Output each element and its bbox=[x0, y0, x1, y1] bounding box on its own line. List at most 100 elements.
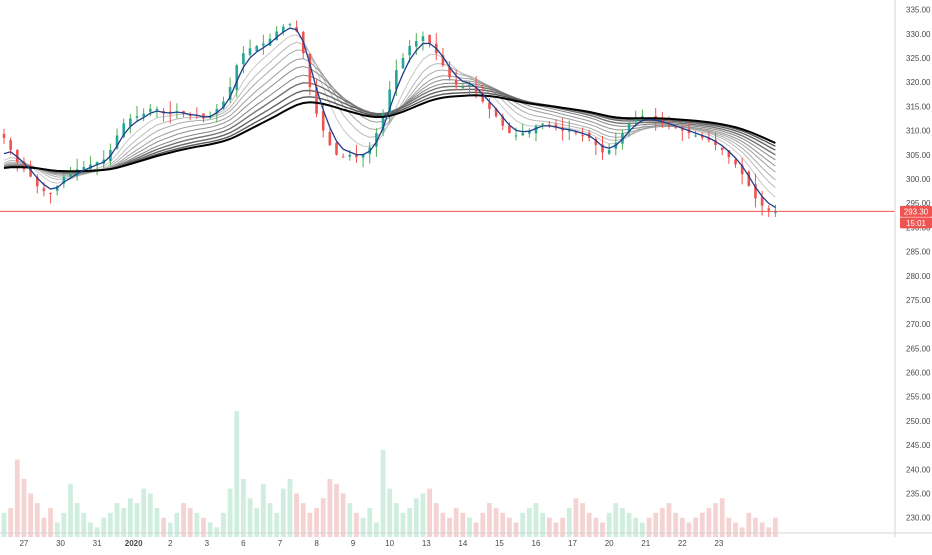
volume-bar bbox=[413, 498, 419, 537]
candle-body bbox=[774, 211, 777, 213]
volume-bar bbox=[493, 507, 499, 537]
candle-body bbox=[16, 149, 19, 163]
volume-bar bbox=[307, 512, 313, 537]
price-axis-tick-label: 280.00 bbox=[906, 272, 931, 281]
candle-body bbox=[667, 125, 671, 127]
candle-body bbox=[2, 134, 6, 138]
volume-bar bbox=[320, 498, 326, 537]
volume-bar bbox=[640, 522, 645, 537]
volume-bar bbox=[174, 512, 180, 537]
time-axis-tick-label: 16 bbox=[532, 539, 541, 548]
candle-body bbox=[494, 108, 498, 117]
time-axis-tick-label: 2 bbox=[168, 539, 173, 548]
candle-body bbox=[135, 116, 139, 118]
candle-body bbox=[242, 53, 245, 65]
candle-body bbox=[634, 118, 638, 122]
volume-bar bbox=[766, 527, 772, 537]
candle-body bbox=[115, 135, 119, 149]
price-axis-tick-label: 265.00 bbox=[906, 344, 931, 353]
candle-body bbox=[215, 108, 219, 114]
candle-body bbox=[95, 162, 99, 166]
volume-bar bbox=[241, 478, 246, 537]
volume-bar bbox=[154, 507, 160, 537]
price-axis[interactable]: 335.00 330.00 325.00 320.00 315.00 310.00 305.… bbox=[906, 6, 931, 523]
candle-body bbox=[554, 124, 558, 129]
candle-body bbox=[508, 125, 511, 134]
price-axis-tick-label: 300.00 bbox=[906, 175, 931, 184]
candle-body bbox=[49, 192, 52, 194]
candle-body bbox=[740, 164, 744, 175]
volume-bar bbox=[526, 507, 532, 537]
volume-bar bbox=[374, 522, 379, 537]
candle-body bbox=[534, 125, 538, 134]
volume-bar bbox=[620, 507, 625, 537]
volume-bar bbox=[387, 488, 393, 537]
candle-body bbox=[408, 45, 411, 56]
volume-bar bbox=[586, 512, 592, 537]
time-axis-tick-label: 14 bbox=[458, 539, 467, 548]
time-axis-tick-label: 31 bbox=[93, 539, 102, 548]
candle-body bbox=[155, 108, 159, 111]
candle-body bbox=[488, 102, 491, 109]
candle-body bbox=[514, 135, 518, 137]
volume-bar bbox=[94, 527, 100, 537]
candle-body bbox=[767, 208, 771, 211]
candle-body bbox=[734, 159, 737, 165]
candle-body bbox=[321, 111, 325, 131]
volume-bar bbox=[327, 478, 333, 537]
volume-bar bbox=[460, 512, 466, 537]
volume-bar bbox=[407, 507, 413, 537]
volume-bar bbox=[354, 512, 359, 537]
candle-body bbox=[700, 135, 704, 138]
volume-bar bbox=[280, 488, 286, 537]
time-axis[interactable]: 27 30 31 2020 2 3 6 7 8 9 10 13 14 15 16 17 20 21 22 23 bbox=[19, 539, 723, 548]
time-axis-tick-label: 27 bbox=[19, 539, 28, 548]
volume-bar bbox=[500, 512, 506, 537]
price-axis-tick-label: 315.00 bbox=[906, 102, 931, 111]
candle-body bbox=[42, 188, 46, 192]
candle-body bbox=[262, 43, 265, 46]
candle-body bbox=[235, 65, 239, 90]
volume-bar bbox=[1, 512, 7, 537]
volume-bar bbox=[201, 517, 206, 537]
candle-body bbox=[388, 89, 391, 113]
candle-body bbox=[454, 80, 458, 85]
candle-body bbox=[681, 129, 684, 131]
volume-bar bbox=[127, 498, 133, 537]
time-axis-tick-label: 13 bbox=[422, 539, 431, 548]
candle-body bbox=[567, 130, 571, 132]
candle-body bbox=[122, 123, 125, 138]
volume-bar bbox=[300, 503, 306, 537]
candle-body bbox=[720, 147, 724, 150]
volume-bar bbox=[347, 503, 353, 537]
volume-bar bbox=[666, 503, 672, 537]
candle-body bbox=[282, 26, 285, 33]
candle-body bbox=[601, 144, 604, 153]
candle-body bbox=[328, 131, 332, 146]
volume-bar bbox=[753, 517, 758, 537]
candle-body bbox=[69, 174, 72, 177]
candle-body bbox=[694, 135, 697, 137]
candle-body bbox=[308, 53, 312, 88]
candle-body bbox=[228, 87, 232, 100]
volume-bar bbox=[693, 517, 698, 537]
volume-bar bbox=[759, 522, 765, 537]
volume-bar bbox=[593, 517, 599, 537]
candle-body bbox=[255, 45, 258, 52]
volume-bar bbox=[679, 517, 685, 537]
volume-bar bbox=[706, 507, 712, 537]
price-axis-tick-label: 240.00 bbox=[906, 465, 931, 474]
time-axis-tick-label: 9 bbox=[351, 539, 356, 548]
price-axis-tick-label: 325.00 bbox=[906, 54, 931, 63]
candle-body bbox=[581, 135, 584, 137]
price-axis-tick-label: 330.00 bbox=[906, 30, 931, 39]
candle-body bbox=[82, 166, 86, 171]
candle-body bbox=[22, 161, 26, 170]
candle-body bbox=[288, 24, 292, 26]
volume-bar bbox=[187, 507, 193, 537]
volume-bar bbox=[513, 522, 519, 537]
candle-body bbox=[129, 118, 132, 126]
price-axis-tick-label: 245.00 bbox=[906, 441, 931, 450]
